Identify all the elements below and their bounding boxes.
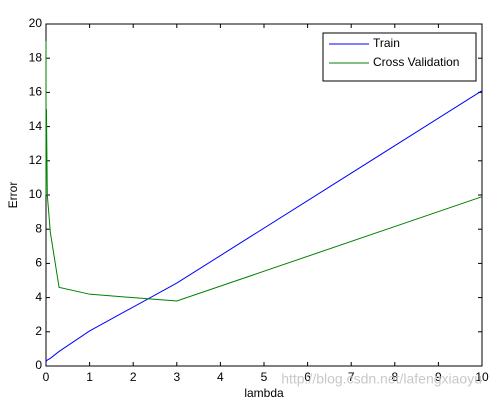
x-axis-label: lambda <box>244 386 284 400</box>
x-tick-label: 6 <box>304 370 311 384</box>
y-tick-label: 14 <box>29 119 43 133</box>
x-tick-label: 2 <box>130 370 137 384</box>
legend-label: Cross Validation <box>373 55 459 69</box>
watermark: http://blog.csdn.net/lafengxiaoyu <box>281 371 482 387</box>
x-tick-label: 10 <box>475 370 489 384</box>
legend-label: Train <box>373 36 400 50</box>
x-tick-label: 4 <box>217 370 224 384</box>
y-axis-label: Error <box>6 182 20 209</box>
y-tick-label: 4 <box>35 290 42 304</box>
series-line <box>45 41 483 302</box>
y-tick-label: 8 <box>35 221 42 235</box>
y-tick-label: 16 <box>29 85 43 99</box>
x-tick-label: 7 <box>348 370 355 384</box>
x-tick-label: 0 <box>43 370 50 384</box>
x-tick-label: 8 <box>391 370 398 384</box>
y-tick-label: 18 <box>29 50 43 64</box>
x-tick-label: 3 <box>173 370 180 384</box>
y-tick-label: 12 <box>29 153 43 167</box>
y-tick-label: 20 <box>29 16 43 30</box>
y-tick-label: 0 <box>35 358 42 372</box>
y-tick-label: 10 <box>29 187 43 201</box>
x-tick-label: 1 <box>86 370 93 384</box>
y-tick-label: 6 <box>35 256 42 270</box>
y-tick-label: 2 <box>35 324 42 338</box>
series-line <box>45 90 483 364</box>
x-tick-label: 5 <box>261 370 268 384</box>
legend-box <box>322 32 477 82</box>
x-tick-label: 9 <box>435 370 442 384</box>
